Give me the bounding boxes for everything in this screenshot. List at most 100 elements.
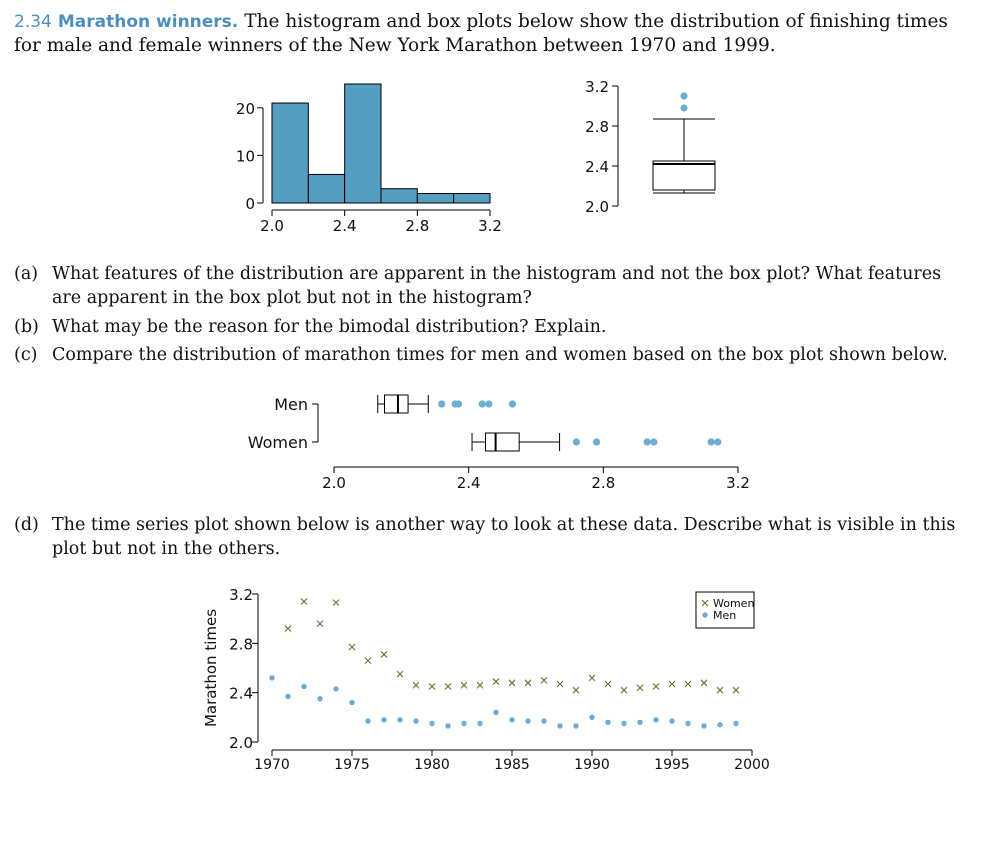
ts-women-point (396, 670, 404, 678)
ts-women-point (716, 686, 724, 694)
hbox-x-tick-label: 2.0 (322, 474, 346, 492)
ts-men-point (605, 719, 611, 725)
ts-women-point (380, 651, 388, 658)
ts-x-tick-label: 1980 (414, 757, 450, 773)
histogram-bar (307, 173, 346, 204)
ts-women-point (316, 620, 324, 627)
ts-men-point (381, 717, 387, 723)
ts-legend-box (695, 591, 755, 629)
ts-men-point (317, 696, 323, 702)
ts-men-point (669, 718, 675, 724)
box-y-tick-label: 2.4 (585, 158, 609, 176)
exercise-number: 2.34 (14, 12, 52, 32)
ts-men-point (413, 718, 419, 724)
ts-men-point (621, 720, 627, 727)
hbox-outlier-point (572, 438, 581, 446)
ts-men-point (349, 699, 355, 706)
ts-women-point (604, 680, 612, 688)
ts-men-point (525, 718, 531, 724)
ts-men-point (541, 718, 547, 724)
ts-legend-women-marker (701, 599, 709, 607)
ts-y-tick-label: 2.8 (229, 635, 253, 653)
hbox-outlier-point (707, 438, 715, 446)
question-b: (b) What may be the reason for the bimod… (14, 315, 964, 339)
ts-women-point (364, 657, 372, 664)
question-b-text: What may be the reason for the bimodal d… (52, 317, 607, 337)
ts-legend-men-label: Men (713, 609, 736, 622)
ts-men-point (269, 675, 275, 681)
histogram-x-tick-label: 3.2 (478, 217, 502, 235)
ts-women-point (540, 676, 548, 684)
hbox-outlier-point (508, 400, 517, 408)
histogram-bar (453, 192, 491, 204)
ts-men-point (493, 709, 499, 716)
ts-men-point (701, 723, 707, 729)
ts-men-point (653, 717, 659, 723)
ts-men-point (397, 717, 403, 723)
ts-women-point (524, 679, 532, 687)
hbox-x-tick-label: 3.2 (726, 474, 750, 492)
question-d-text: The time series plot shown below is anot… (52, 515, 956, 559)
exercise-intro: The histogram and box plots below show t… (14, 11, 948, 56)
hbox-x-tick-label: 2.4 (457, 474, 481, 492)
ts-men-point (429, 720, 435, 727)
ts-women-point (572, 686, 580, 694)
ts-men-point (509, 717, 515, 723)
ts-men-point (365, 718, 371, 724)
ts-women-point (636, 684, 644, 692)
ts-x-tick-label: 2000 (734, 757, 770, 773)
hbox-outlier-point (650, 438, 658, 446)
histogram-y-tick-label: 20 (236, 100, 255, 118)
hbox-outlier-point (454, 400, 463, 408)
ts-men-point (685, 720, 691, 727)
box-y-tick-label: 2.0 (585, 198, 609, 216)
ts-women-point (556, 680, 564, 688)
histogram-x-tick-label: 2.4 (333, 217, 357, 235)
question-a-text: What features of the distribution are ap… (52, 264, 942, 308)
ts-women-point (588, 674, 596, 682)
ts-men-point (717, 722, 723, 728)
question-a-label: (a) (14, 264, 39, 284)
ts-women-point (460, 681, 468, 689)
question-c-text: Compare the distribution of marathon tim… (52, 345, 948, 365)
ts-y-tick-label: 3.2 (229, 586, 253, 604)
ts-x-tick-label: 1975 (334, 757, 370, 773)
hbox-outlier-point (438, 400, 446, 408)
ts-legend-women-label: Women (713, 597, 754, 610)
ts-men-point (557, 723, 563, 729)
histogram-y-tick-label: 10 (236, 147, 255, 165)
ts-women-point (652, 683, 660, 690)
histogram-bar (344, 83, 382, 204)
ts-women-point (684, 680, 692, 688)
question-d: (d) The time series plot shown below is … (14, 513, 964, 561)
ts-x-tick-label: 1970 (254, 757, 290, 773)
question-a: (a) What features of the distribution ar… (14, 262, 964, 310)
question-c: (c) Compare the distribution of marathon… (14, 343, 964, 367)
ts-x-tick-label: 1990 (574, 757, 610, 773)
ts-women-point (300, 598, 308, 605)
ts-men-point (445, 723, 451, 729)
hbox-x-tick-label: 2.8 (591, 474, 615, 492)
ts-men-point (637, 719, 643, 725)
question-b-label: (b) (14, 317, 39, 337)
exercise-title: Marathon winners. (57, 12, 239, 32)
ts-women-point (700, 679, 708, 687)
box-outlier-point (680, 104, 688, 112)
ts-men-point (477, 720, 483, 727)
ts-women-point (620, 686, 628, 694)
histogram-bar (271, 102, 309, 204)
hbox-box (384, 394, 409, 414)
hbox-outlier-point (643, 438, 651, 446)
question-d-label: (d) (14, 515, 39, 535)
hbox-outlier-point (478, 400, 486, 408)
ts-men-point (589, 714, 595, 721)
ts-men-point (573, 723, 579, 729)
ts-x-tick-label: 1985 (494, 757, 530, 773)
ts-women-point (476, 681, 484, 689)
hbox-outlier-point (593, 438, 601, 446)
